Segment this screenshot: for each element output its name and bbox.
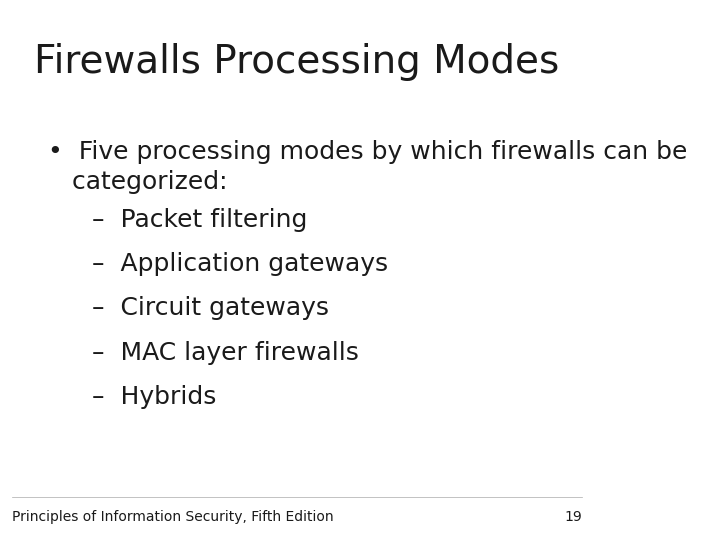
Text: –  Packet filtering: – Packet filtering	[92, 208, 307, 232]
Text: –  MAC layer firewalls: – MAC layer firewalls	[92, 341, 359, 364]
Text: –  Application gateways: – Application gateways	[92, 252, 388, 276]
Text: –  Circuit gateways: – Circuit gateways	[92, 296, 329, 320]
Text: Firewalls Processing Modes: Firewalls Processing Modes	[35, 43, 559, 81]
Text: –  Hybrids: – Hybrids	[92, 385, 217, 409]
Text: •  Five processing modes by which firewalls can be: • Five processing modes by which firewal…	[48, 140, 687, 164]
Text: 19: 19	[564, 510, 582, 524]
Text: Principles of Information Security, Fifth Edition: Principles of Information Security, Fift…	[12, 510, 333, 524]
Text: categorized:: categorized:	[48, 170, 227, 194]
